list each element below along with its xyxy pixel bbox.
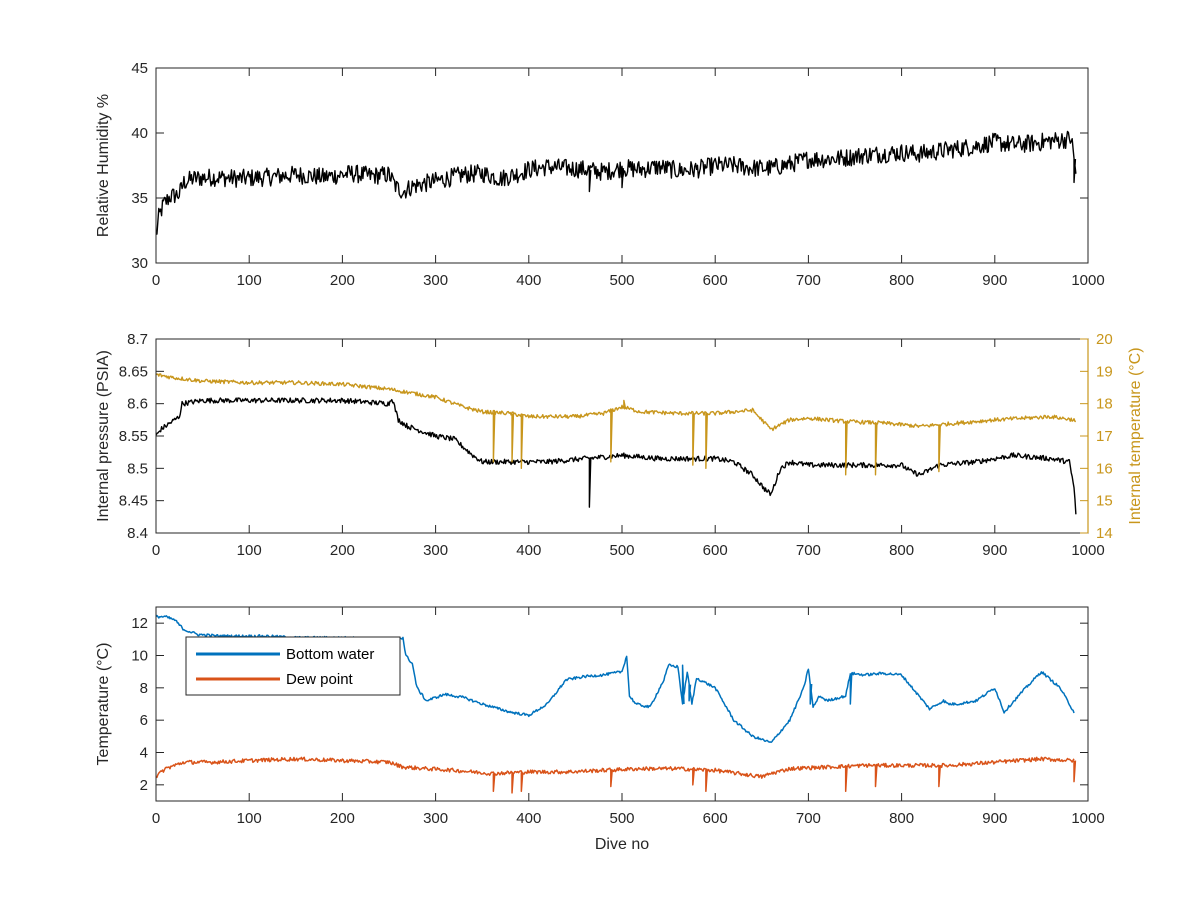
- x-tick-label: 900: [982, 810, 1007, 827]
- y-tick-label-right: 19: [1096, 363, 1113, 380]
- y-tick-label: 8.7: [127, 331, 148, 348]
- x-tick-label: 100: [237, 272, 262, 289]
- y-tick-label: 8.55: [119, 428, 148, 445]
- x-tick-label: 100: [237, 810, 262, 827]
- y-tick-label: 8.65: [119, 363, 148, 380]
- series-line-pressure-0: [156, 397, 1077, 515]
- series-group: [156, 130, 1077, 235]
- y-tick-label: 45: [131, 60, 148, 77]
- y-axis-label: Temperature (°C): [95, 643, 112, 766]
- x-tick-label: 400: [516, 272, 541, 289]
- x-tick-label: 400: [516, 542, 541, 559]
- x-tick-label: 700: [796, 810, 821, 827]
- y-tick-label: 8.4: [127, 525, 148, 542]
- y-tick-label: 8.6: [127, 396, 148, 413]
- legend-label: Dew point: [286, 671, 354, 688]
- y-axis-label-right: Internal temperature (°C): [1127, 347, 1144, 524]
- x-tick-label: 0: [152, 272, 160, 289]
- y-tick-label: 8.45: [119, 493, 148, 510]
- y-tick-label-right: 16: [1096, 460, 1113, 477]
- panel-pressure: 0 100 200 300 400 500 600 700 800 900 1000 8.4 8.45 8…: [95, 331, 1144, 559]
- x-tick-label: 1000: [1071, 272, 1104, 289]
- x-tick-label: 300: [423, 810, 448, 827]
- y-axis-label: Relative Humidity %: [95, 94, 112, 237]
- x-tick-label: 500: [609, 542, 634, 559]
- x-tick-label: 800: [889, 272, 914, 289]
- y-tick-label-right: 18: [1096, 396, 1113, 413]
- legend-box: [185, 636, 401, 696]
- x-tick-label: 500: [609, 272, 634, 289]
- legend: Bottom water Dew point: [185, 636, 401, 696]
- x-tick-label: 800: [889, 810, 914, 827]
- x-tick-label: 0: [152, 810, 160, 827]
- x-tick-label: 300: [423, 542, 448, 559]
- x-tick-label: 600: [703, 272, 728, 289]
- series-group: [156, 373, 1077, 515]
- series-line-pressure-1: [156, 373, 1076, 476]
- y-tick-label: 8: [140, 680, 148, 697]
- x-tick-label: 700: [796, 272, 821, 289]
- series-group: [156, 614, 1077, 794]
- y-axis-label: Internal pressure (PSIA): [95, 350, 112, 522]
- x-tick-label: 200: [330, 810, 355, 827]
- series-line-temperature-1: [156, 756, 1077, 794]
- x-tick-label: 900: [982, 272, 1007, 289]
- x-tick-label: 200: [330, 272, 355, 289]
- x-tick-label: 500: [609, 810, 634, 827]
- panel-humidity: 0 100 200 300 400 500 600 700 800 900 1000 30 35 40 45…: [95, 60, 1105, 289]
- x-tick-label: 200: [330, 542, 355, 559]
- y-tick-label: 30: [131, 255, 148, 272]
- y-tick-label: 40: [131, 125, 148, 142]
- y-tick-label: 4: [140, 745, 148, 762]
- y-tick-label-right: 14: [1096, 525, 1113, 542]
- series-line-humidity-0: [156, 130, 1077, 235]
- y-tick-label-right: 15: [1096, 493, 1113, 510]
- x-tick-label: 0: [152, 542, 160, 559]
- series-line-temperature-0: [156, 614, 1075, 744]
- x-tick-label: 700: [796, 542, 821, 559]
- y-tick-label: 2: [140, 777, 148, 794]
- x-tick-label: 1000: [1071, 810, 1104, 827]
- x-tick-label: 800: [889, 542, 914, 559]
- y-tick-label: 12: [131, 615, 148, 632]
- y-tick-label: 6: [140, 712, 148, 729]
- x-axis-label: Dive no: [595, 836, 649, 853]
- plot-area: [156, 68, 1088, 263]
- x-tick-label: 900: [982, 542, 1007, 559]
- panel-temperature: 0 100 200 300 400 500 600 700 800 900 1000 2 4 6 8 10 12…: [95, 606, 1105, 853]
- panels: 0 100 200 300 400 500 600 700 800 900 100030354045…: [95, 60, 1144, 853]
- x-tick-label: 100: [237, 542, 262, 559]
- y-tick-label-right: 17: [1096, 428, 1113, 445]
- y-tick-label: 10: [131, 648, 148, 665]
- x-tick-label: 600: [703, 810, 728, 827]
- x-tick-label: 400: [516, 810, 541, 827]
- x-tick-label: 600: [703, 542, 728, 559]
- x-tick-label: 1000: [1071, 542, 1104, 559]
- y-tick-label: 8.5: [127, 460, 148, 477]
- y-tick-label: 35: [131, 190, 148, 207]
- x-tick-label: 300: [423, 272, 448, 289]
- legend-label: Bottom water: [286, 646, 374, 663]
- plot-area: [156, 339, 1088, 533]
- y-tick-label-right: 20: [1096, 331, 1113, 348]
